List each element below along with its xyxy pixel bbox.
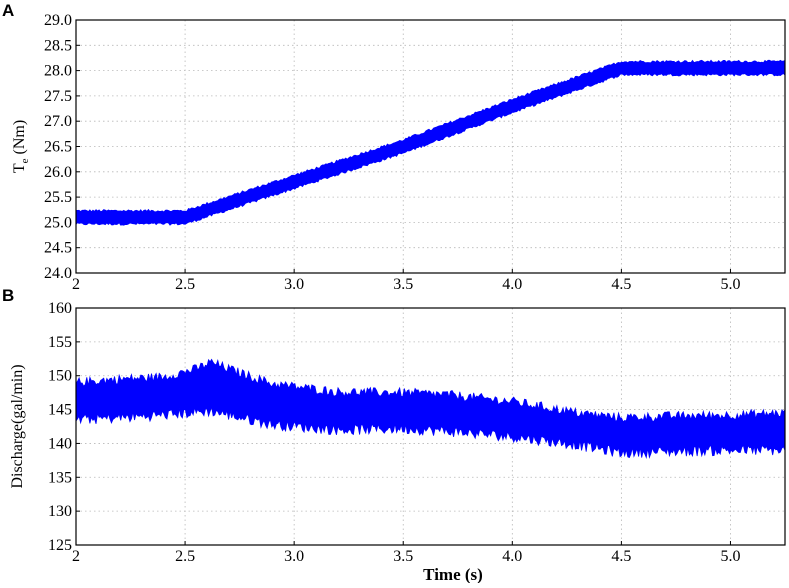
x-tick-label: 4.5 — [611, 276, 631, 293]
y-axis-title: Discharge(gal/min) — [9, 364, 26, 488]
y-axis-title-main: T — [11, 163, 28, 173]
y-tick-label: 25.5 — [44, 189, 72, 206]
y-tick-label: 27.5 — [44, 88, 72, 105]
y-tick-label: 24.5 — [44, 240, 72, 257]
y-tick-label: 29.0 — [44, 12, 72, 29]
x-tick-label: 2.5 — [175, 548, 195, 565]
x-tick-label: 3.0 — [284, 548, 304, 565]
y-tick-label: 28.0 — [44, 63, 72, 80]
y-tick-label: 27.0 — [44, 113, 72, 130]
y-tick-label: 25.0 — [44, 214, 72, 231]
y-tick-label: 130 — [48, 503, 72, 520]
x-tick-label: 3.0 — [284, 276, 304, 293]
y-tick-label: 135 — [48, 469, 72, 486]
y-tick-label: 160 — [48, 300, 72, 317]
x-tick-label: 4.5 — [611, 548, 631, 565]
data-series-band — [75, 59, 786, 226]
x-axis-title: Time (s) — [423, 565, 483, 583]
x-tick-label: 2 — [72, 276, 80, 293]
y-tick-label: 150 — [48, 368, 72, 385]
panel-label-b: B — [2, 286, 14, 305]
data-series-band — [75, 358, 786, 459]
x-tick-label: 5.0 — [720, 548, 740, 565]
x-tick-label: 4.0 — [502, 548, 522, 565]
y-tick-label: 24.0 — [44, 265, 72, 282]
y-axis-title-unit: (Nm) — [11, 120, 28, 159]
x-tick-label: 2 — [72, 548, 80, 565]
y-tick-label: 26.5 — [44, 139, 72, 156]
x-tick-label: 3.5 — [393, 276, 413, 293]
panel-a-torque-plot: 2 2.5 3.0 3.5 4.0 4.5 5.0 24.0 24.5 25.0 25.5 26.0 2… — [11, 12, 786, 293]
x-tick-label: 4.0 — [502, 276, 522, 293]
panel-label-a: A — [2, 1, 14, 20]
y-tick-label: 28.5 — [44, 37, 72, 54]
y-tick-label: 155 — [48, 334, 72, 351]
panel-b-discharge-plot: 2 2.5 3.0 3.5 4.0 4.5 5.0 125 130 135 140 145 150 155… — [9, 300, 786, 565]
x-tick-label: 2.5 — [175, 276, 195, 293]
y-tick-label: 140 — [48, 435, 72, 452]
y-axis-title: Te (Nm) — [11, 120, 31, 173]
x-tick-label: 3.5 — [393, 548, 413, 565]
plot-frame — [75, 19, 786, 274]
y-tick-label: 145 — [48, 402, 72, 419]
x-tick-label: 5.0 — [720, 276, 740, 293]
plot-frame — [75, 307, 786, 546]
y-axis-title-subscript: e — [19, 158, 31, 163]
y-tick-label: 26.0 — [44, 164, 72, 181]
y-tick-label: 125 — [48, 537, 72, 554]
